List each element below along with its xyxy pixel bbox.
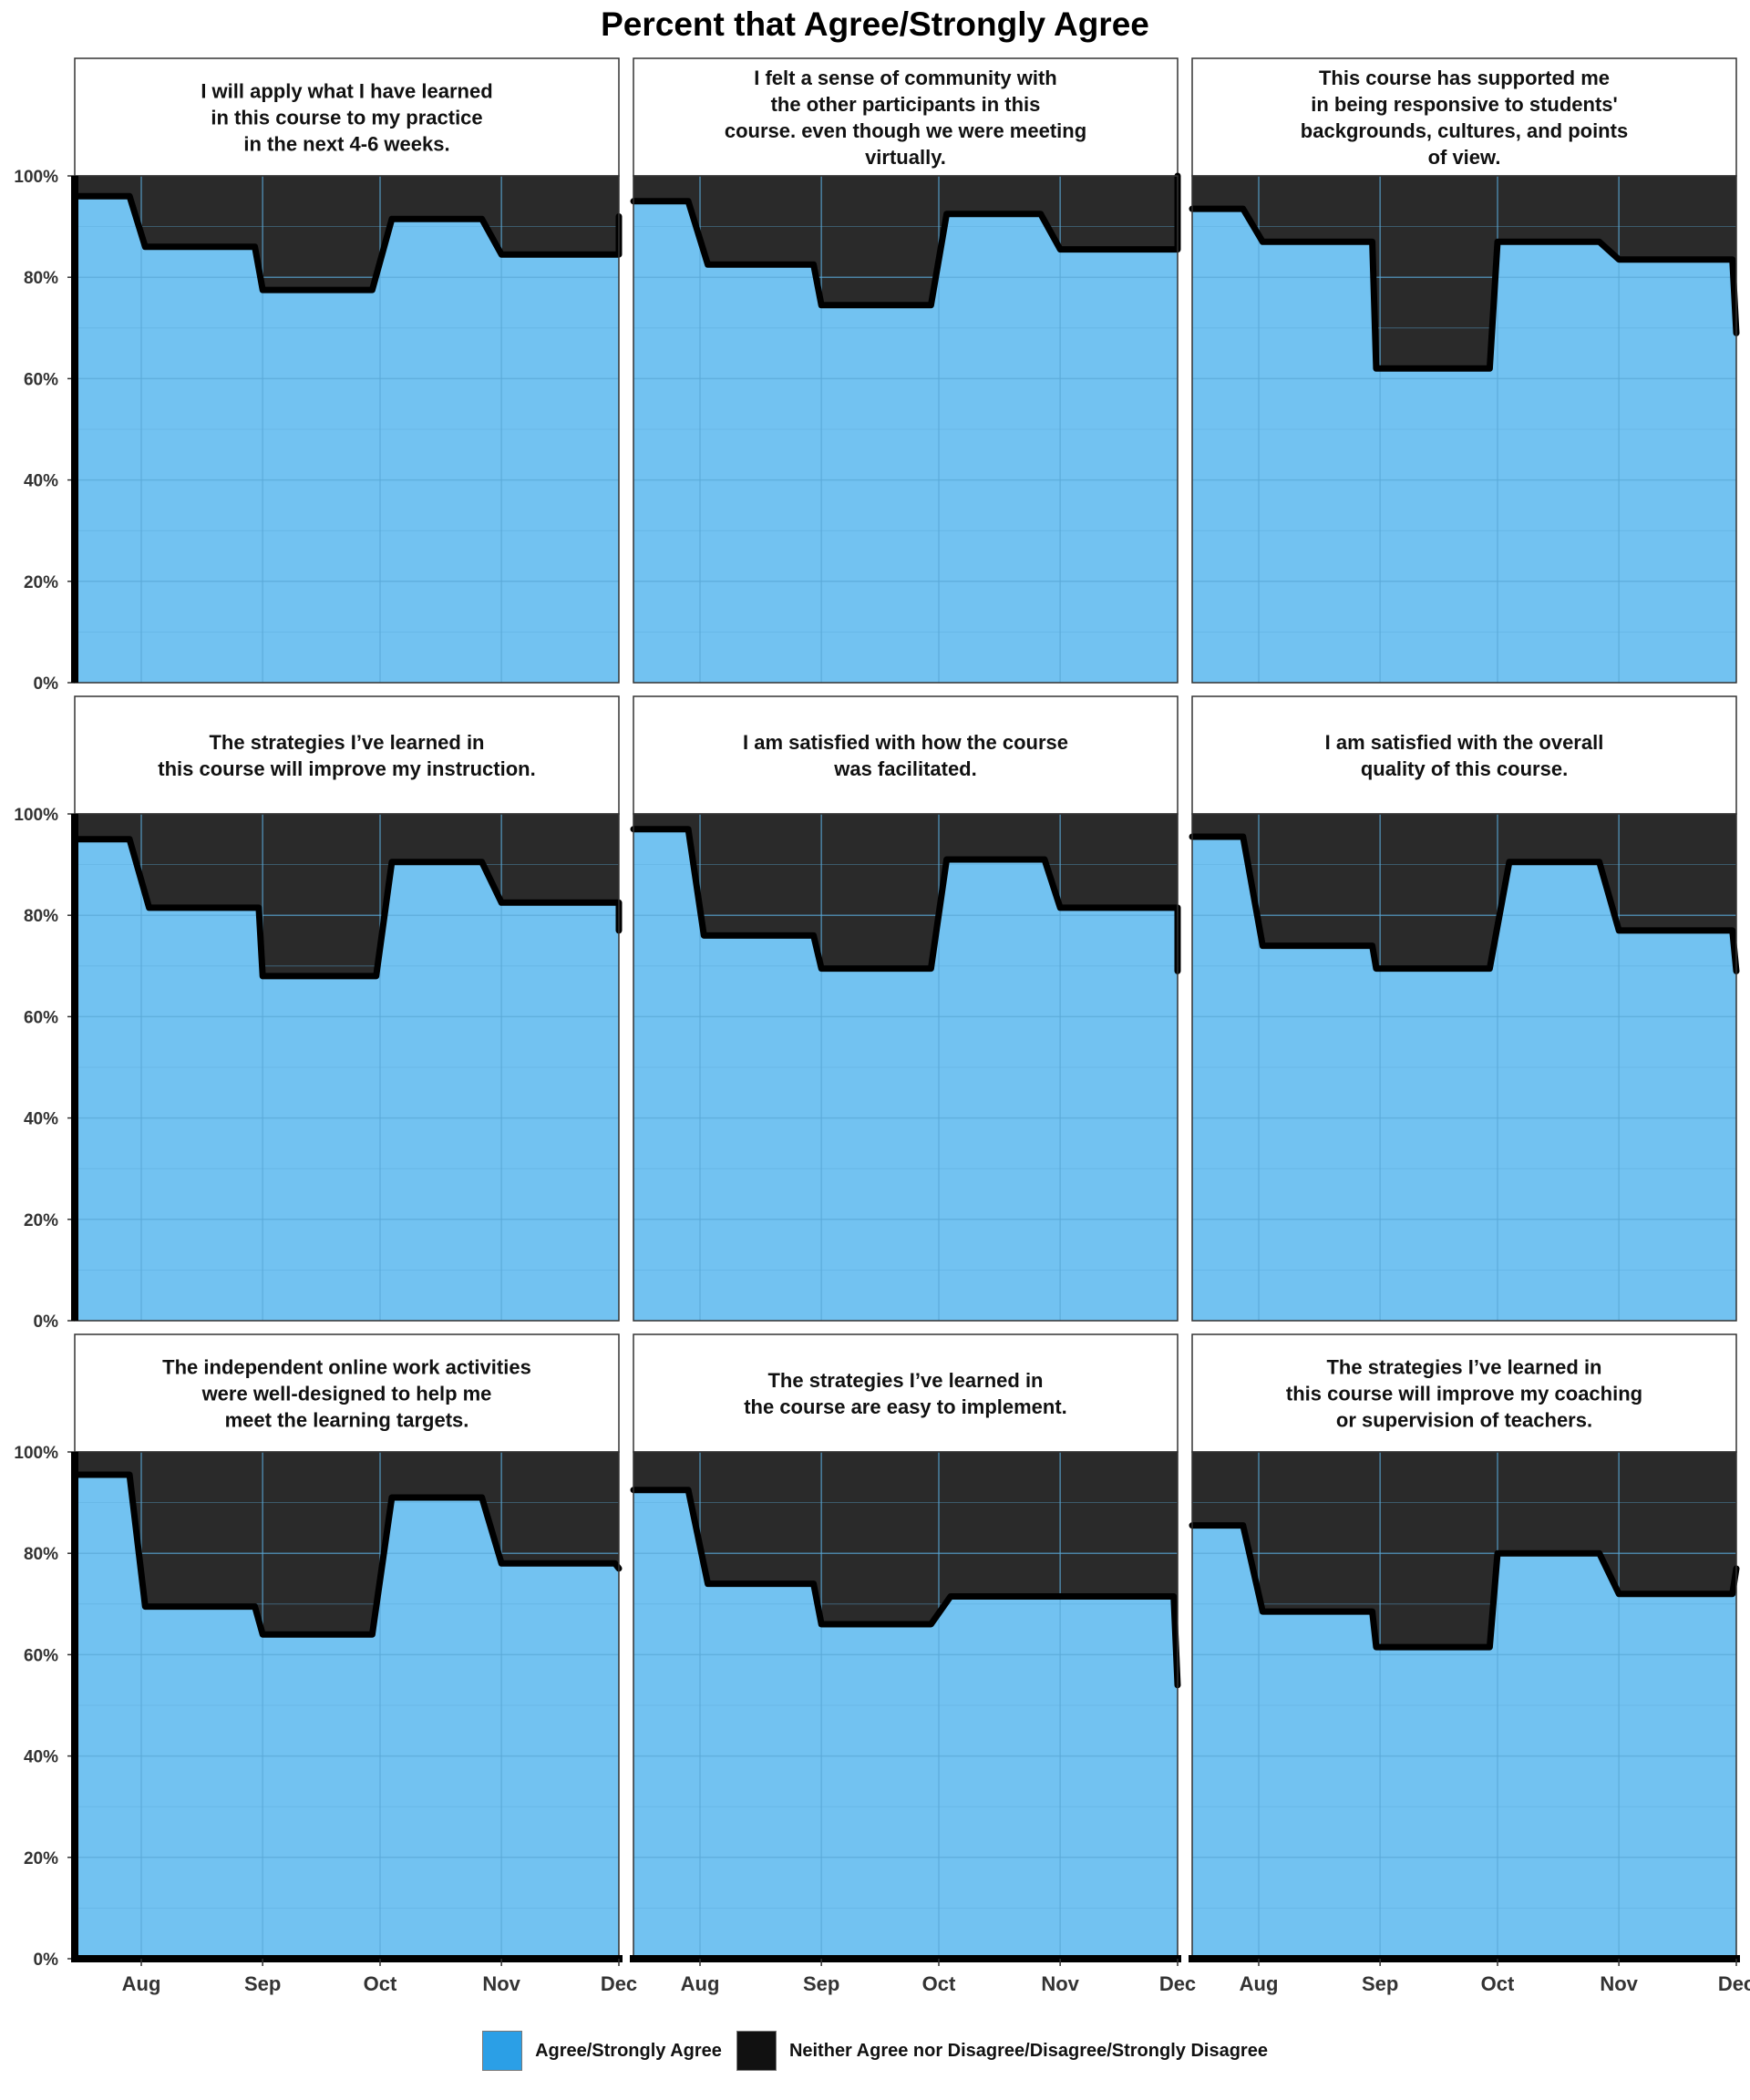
agree-area [1192,837,1736,1321]
y-tick-label: 40% [24,1748,58,1767]
x-tick-label: Aug [122,1972,161,1995]
strip-title-line: I will apply what I have learned [201,80,492,103]
series-boundary-line [71,1471,623,1638]
strip-title-line: of view. [1428,146,1501,169]
series-boundary-line [1189,1522,1740,1651]
strip-title-line: the other participants in this [771,93,1041,116]
strip-title-line: quality of this course. [1361,757,1568,780]
panel-border [1191,813,1737,1322]
x-tick-label: Nov [482,1972,520,1995]
agree-area [633,1489,1178,1959]
strip-title-line: this course will improve my instruction. [158,757,535,780]
strip-box [633,57,1179,177]
x-tick-label: Oct [364,1972,397,1995]
strip-title-line: were well-designed to help me [201,1383,492,1405]
y-tick-label: 80% [24,269,58,288]
series-boundary-line [1189,205,1740,372]
x-tick-label: Aug [1240,1972,1279,1995]
y-tick-label: 80% [24,907,58,926]
x-tick-label: Oct [922,1972,956,1995]
strip-title-line: course. even though we were meeting [725,119,1086,142]
strip-title-line: virtually. [865,146,946,169]
strip-title-line: The strategies I’ve learned in [209,731,484,754]
strip-title-line: the course are easy to implement. [744,1395,1067,1418]
y-tick-label: 20% [24,1211,58,1230]
agree-area [75,196,619,683]
strip-title-line: The strategies I’ve learned in [767,1369,1043,1392]
x-tick-label: Sep [803,1972,839,1995]
series-boundary-line [71,192,623,293]
y-tick-label: 60% [24,370,58,389]
facet-chart: I will apply what I have learned in this … [14,57,1750,1995]
strip-box [633,1333,1179,1453]
panel-border [633,813,1179,1322]
series-boundary-line [630,172,1181,309]
x-tick-label: Nov [1600,1972,1638,1995]
y-tick-label: 60% [24,1008,58,1027]
strip-box [633,695,1179,815]
chart-title: Percent that Agree/Strongly Agree [601,5,1149,43]
agree-area [633,829,1178,1321]
y-tick-label: 100% [14,1444,58,1463]
agree-area [75,839,619,1321]
strip-box [74,57,620,177]
x-tick-label: Oct [1481,1972,1515,1995]
strip-title-line: was facilitated. [833,757,977,780]
strip-title-line: in the next 4-6 weeks. [243,133,449,156]
strip-title-line: I am satisfied with the overall [1325,731,1604,754]
strip-title-line: The independent online work activities [162,1356,531,1379]
agree-area [75,1475,619,1959]
y-tick-label: 100% [14,168,58,187]
x-tick-label: Sep [244,1972,281,1995]
series-boundary-line [1189,833,1740,974]
y-tick-label: 40% [24,1110,58,1129]
strip-title-line: meet the learning targets. [225,1409,469,1432]
series-boundary-line [630,826,1181,974]
x-tick-label: Dec [1718,1972,1750,1995]
legend-item-disagree: Neither Agree nor Disagree/Disagree/Stro… [736,2031,1268,2071]
strip-box [1191,1333,1737,1453]
legend-label-agree: Agree/Strongly Agree [535,2040,722,2061]
legend: Agree/Strongly Agree Neither Agree nor D… [0,2031,1750,2071]
legend-swatch-disagree [736,2031,777,2071]
y-tick-label: 80% [24,1545,58,1564]
y-tick-label: 100% [14,806,58,825]
strip-title-line: in this course to my practice [211,107,482,129]
agree-area [1192,209,1736,684]
series-boundary-line [630,1487,1181,1689]
strip-box [74,1333,620,1453]
strip-box [1191,695,1737,815]
x-tick-label: Nov [1041,1972,1079,1995]
strip-title-line: The strategies I’ve learned in [1326,1356,1601,1379]
y-tick-label: 40% [24,472,58,491]
panel-border [1191,175,1737,684]
legend-label-disagree: Neither Agree nor Disagree/Disagree/Stro… [788,2040,1268,2061]
strip-title-line: I felt a sense of community with [754,67,1057,89]
strip-title-line: this course will improve my coaching [1286,1383,1642,1405]
y-tick-label: 0% [34,1312,59,1332]
strip-title-line: in being responsive to students' [1311,93,1618,116]
x-tick-label: Dec [601,1972,637,1995]
y-tick-label: 0% [34,1951,59,1970]
strip-box [74,695,620,815]
panel-border [633,175,1179,684]
strip-title-line: backgrounds, cultures, and points [1301,119,1628,142]
y-tick-label: 20% [24,1849,58,1868]
y-tick-label: 0% [34,674,59,694]
legend-swatch-agree [482,2031,523,2071]
strip-title-line: This course has supported me [1319,67,1610,89]
y-tick-label: 60% [24,1646,58,1665]
strip-title-line: or supervision of teachers. [1336,1409,1592,1432]
legend-item-agree: Agree/Strongly Agree [482,2031,722,2071]
strip-box [1191,57,1737,177]
x-tick-label: Dec [1159,1972,1196,1995]
x-tick-label: Sep [1362,1972,1398,1995]
series-boundary-line [71,836,623,980]
strip-title-line: I am satisfied with how the course [743,731,1068,754]
agree-area [1192,1525,1736,1959]
y-tick-label: 20% [24,573,58,592]
x-tick-label: Aug [681,1972,720,1995]
